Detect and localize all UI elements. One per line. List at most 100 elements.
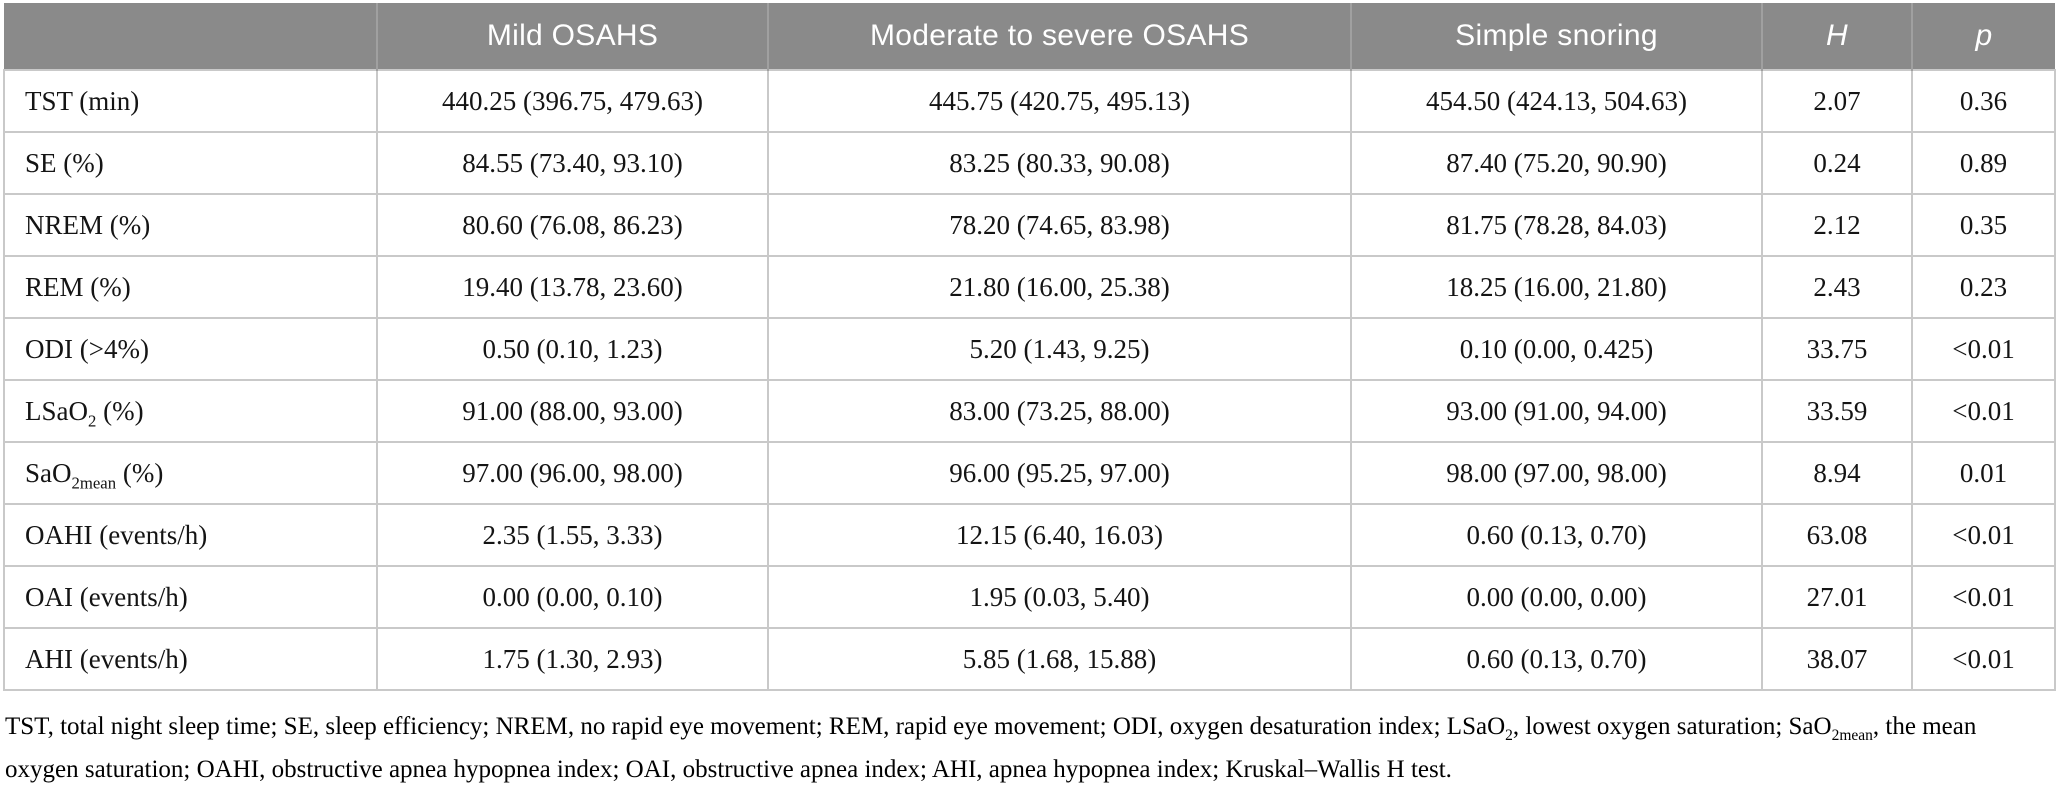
row-label: OAHI (events/h) <box>3 503 378 567</box>
subscript: 2mean <box>71 472 117 492</box>
cell-simple: 0.10 (0.00, 0.425) <box>1350 317 1763 381</box>
cell-h: 63.08 <box>1761 503 1913 567</box>
table-row: LSaO2 (%) 91.00 (88.00, 93.00) 83.00 (73.2… <box>3 379 2056 443</box>
cell-p: <0.01 <box>1911 379 2056 443</box>
text-segment: AHI (events/h) <box>25 643 188 674</box>
text-segment: (%) <box>116 457 164 488</box>
row-label: OAI (events/h) <box>3 565 378 629</box>
cell-h: 33.75 <box>1761 317 1913 381</box>
text-segment: ODI (>4%) <box>25 333 149 364</box>
row-label: AHI (events/h) <box>3 627 378 691</box>
cell-h: 2.12 <box>1761 193 1913 257</box>
table-header: Mild OSAHS Moderate to severe OSAHS Simple… <box>4 3 2055 70</box>
cell-moderate: 12.15 (6.40, 16.03) <box>767 503 1352 567</box>
cell-moderate: 78.20 (74.65, 83.98) <box>767 193 1352 257</box>
cell-h: 2.43 <box>1761 255 1913 319</box>
text-segment: SE (%) <box>25 147 104 178</box>
cell-p: 0.89 <box>1911 131 2056 195</box>
cell-moderate: 5.85 (1.68, 15.88) <box>767 627 1352 691</box>
cell-h: 8.94 <box>1761 441 1913 505</box>
cell-moderate: 96.00 (95.25, 97.00) <box>767 441 1352 505</box>
row-label: SaO2mean (%) <box>3 441 378 505</box>
table-row: TST (min) 440.25 (396.75, 479.63) 445.75 (… <box>3 69 2056 133</box>
text-segment: TST (min) <box>25 85 140 116</box>
cell-moderate: 1.95 (0.03, 5.40) <box>767 565 1352 629</box>
column-header-h: H <box>1761 3 1912 70</box>
cell-simple: 0.60 (0.13, 0.70) <box>1350 503 1763 567</box>
text-segment: OAHI (events/h) <box>25 519 208 550</box>
row-label: TST (min) <box>3 69 378 133</box>
column-header-simple: Simple snoring <box>1350 3 1762 70</box>
cell-p: <0.01 <box>1911 317 2056 381</box>
text-segment: SaO <box>25 457 72 488</box>
cell-mild: 97.00 (96.00, 98.00) <box>376 441 769 505</box>
text-segment: REM (%) <box>25 271 131 302</box>
cell-p: <0.01 <box>1911 565 2056 629</box>
cell-simple: 454.50 (424.13, 504.63) <box>1350 69 1763 133</box>
cell-moderate: 445.75 (420.75, 495.13) <box>767 69 1352 133</box>
cell-p: 0.23 <box>1911 255 2056 319</box>
polysomnography-parameters-table: Mild OSAHS Moderate to severe OSAHS Simple… <box>3 3 2056 691</box>
row-label: SE (%) <box>3 131 378 195</box>
subscript: 2mean <box>1831 727 1873 744</box>
subscript: 2 <box>1505 727 1513 744</box>
cell-moderate: 21.80 (16.00, 25.38) <box>767 255 1352 319</box>
cell-mild: 80.60 (76.08, 86.23) <box>376 193 769 257</box>
table-row: REM (%) 19.40 (13.78, 23.60) 21.80 (16.00,… <box>3 255 2056 319</box>
table-row: OAI (events/h) 0.00 (0.00, 0.10) 1.95 (0.0… <box>3 565 2056 629</box>
text-segment: , lowest oxygen saturation; SaO <box>1512 713 1832 740</box>
column-header-moderate: Moderate to severe OSAHS <box>767 3 1351 70</box>
row-label: NREM (%) <box>3 193 378 257</box>
text-segment: OAI (events/h) <box>25 581 188 612</box>
cell-moderate: 83.25 (80.33, 90.08) <box>767 131 1352 195</box>
header-row: Mild OSAHS Moderate to severe OSAHS Simple… <box>4 3 2055 70</box>
table-row: ODI (>4%) 0.50 (0.10, 1.23) 5.20 (1.43, 9.… <box>3 317 2056 381</box>
table-footnote: TST, total night sleep time; SE, sleep e… <box>5 705 2052 791</box>
cell-moderate: 83.00 (73.25, 88.00) <box>767 379 1352 443</box>
cell-p: 0.01 <box>1911 441 2056 505</box>
cell-h: 0.24 <box>1761 131 1913 195</box>
column-header-mild: Mild OSAHS <box>376 3 768 70</box>
text-segment: LSaO <box>25 395 88 426</box>
cell-simple: 0.00 (0.00, 0.00) <box>1350 565 1763 629</box>
cell-simple: 98.00 (97.00, 98.00) <box>1350 441 1763 505</box>
column-header-p: p <box>1911 3 2055 70</box>
cell-simple: 0.60 (0.13, 0.70) <box>1350 627 1763 691</box>
text-segment: NREM (%) <box>25 209 151 240</box>
cell-p: <0.01 <box>1911 627 2056 691</box>
cell-mild: 1.75 (1.30, 2.93) <box>376 627 769 691</box>
cell-simple: 18.25 (16.00, 21.80) <box>1350 255 1763 319</box>
table-row: OAHI (events/h) 2.35 (1.55, 3.33) 12.15 (6… <box>3 503 2056 567</box>
cell-mild: 0.50 (0.10, 1.23) <box>376 317 769 381</box>
table-row: NREM (%) 80.60 (76.08, 86.23) 78.20 (74.65… <box>3 193 2056 257</box>
cell-mild: 84.55 (73.40, 93.10) <box>376 131 769 195</box>
row-label: ODI (>4%) <box>3 317 378 381</box>
text-segment: TST, total night sleep time; SE, sleep e… <box>5 713 1506 740</box>
cell-p: 0.35 <box>1911 193 2056 257</box>
table-row: SE (%) 84.55 (73.40, 93.10) 83.25 (80.33, … <box>3 131 2056 195</box>
cell-mild: 19.40 (13.78, 23.60) <box>376 255 769 319</box>
cell-mild: 2.35 (1.55, 3.33) <box>376 503 769 567</box>
cell-moderate: 5.20 (1.43, 9.25) <box>767 317 1352 381</box>
cell-h: 2.07 <box>1761 69 1913 133</box>
row-label: REM (%) <box>3 255 378 319</box>
cell-simple: 87.40 (75.20, 90.90) <box>1350 131 1763 195</box>
column-header-parameter <box>4 3 377 70</box>
cell-simple: 93.00 (91.00, 94.00) <box>1350 379 1763 443</box>
text-segment: (%) <box>96 395 144 426</box>
cell-mild: 0.00 (0.00, 0.10) <box>376 565 769 629</box>
cell-h: 33.59 <box>1761 379 1913 443</box>
cell-p: 0.36 <box>1911 69 2056 133</box>
table-row: AHI (events/h) 1.75 (1.30, 2.93) 5.85 (1.6… <box>3 627 2056 691</box>
subscript: 2 <box>88 410 97 430</box>
table-row: SaO2mean (%) 97.00 (96.00, 98.00) 96.00 (9… <box>3 441 2056 505</box>
cell-mild: 91.00 (88.00, 93.00) <box>376 379 769 443</box>
cell-mild: 440.25 (396.75, 479.63) <box>376 69 769 133</box>
cell-h: 38.07 <box>1761 627 1913 691</box>
cell-p: <0.01 <box>1911 503 2056 567</box>
table-body: TST (min) 440.25 (396.75, 479.63) 445.75 (… <box>3 69 2056 691</box>
cell-simple: 81.75 (78.28, 84.03) <box>1350 193 1763 257</box>
cell-h: 27.01 <box>1761 565 1913 629</box>
row-label: LSaO2 (%) <box>3 379 378 443</box>
